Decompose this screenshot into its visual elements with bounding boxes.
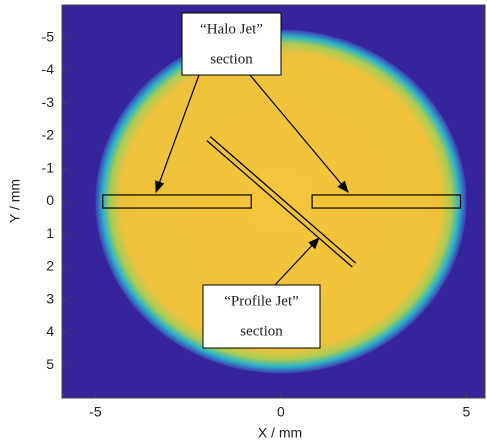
x-tick-label: 0 [277, 404, 285, 420]
chart: “Halo Jet” section “Profile Jet” section… [0, 0, 487, 443]
y-tick-label: 5 [46, 356, 54, 372]
y-tick-label: -2 [42, 127, 55, 143]
y-tick-label: 4 [46, 323, 54, 339]
annotation: “Halo Jet” [200, 21, 263, 37]
y-tick-label: 1 [46, 225, 54, 241]
y-tick-label: -3 [42, 94, 55, 110]
y-axis-label: Y / mm [7, 179, 23, 223]
annotation: section [210, 51, 253, 67]
annotation: section [240, 323, 283, 339]
x-tick-label: -5 [89, 404, 102, 420]
y-tick-label: 3 [46, 290, 54, 306]
y-tick-label: 2 [46, 258, 54, 274]
y-tick-label: -5 [42, 28, 55, 44]
y-tick-label: 0 [46, 192, 54, 208]
page: {"chart_data": {"type": "image", "x_labe… [0, 0, 487, 448]
y-tick-label: -4 [42, 61, 55, 77]
annotation: “Profile Jet” [224, 293, 299, 309]
y-tick-label: -1 [42, 159, 55, 175]
x-tick-label: 5 [463, 404, 471, 420]
x-axis-label: X / mm [258, 425, 302, 441]
